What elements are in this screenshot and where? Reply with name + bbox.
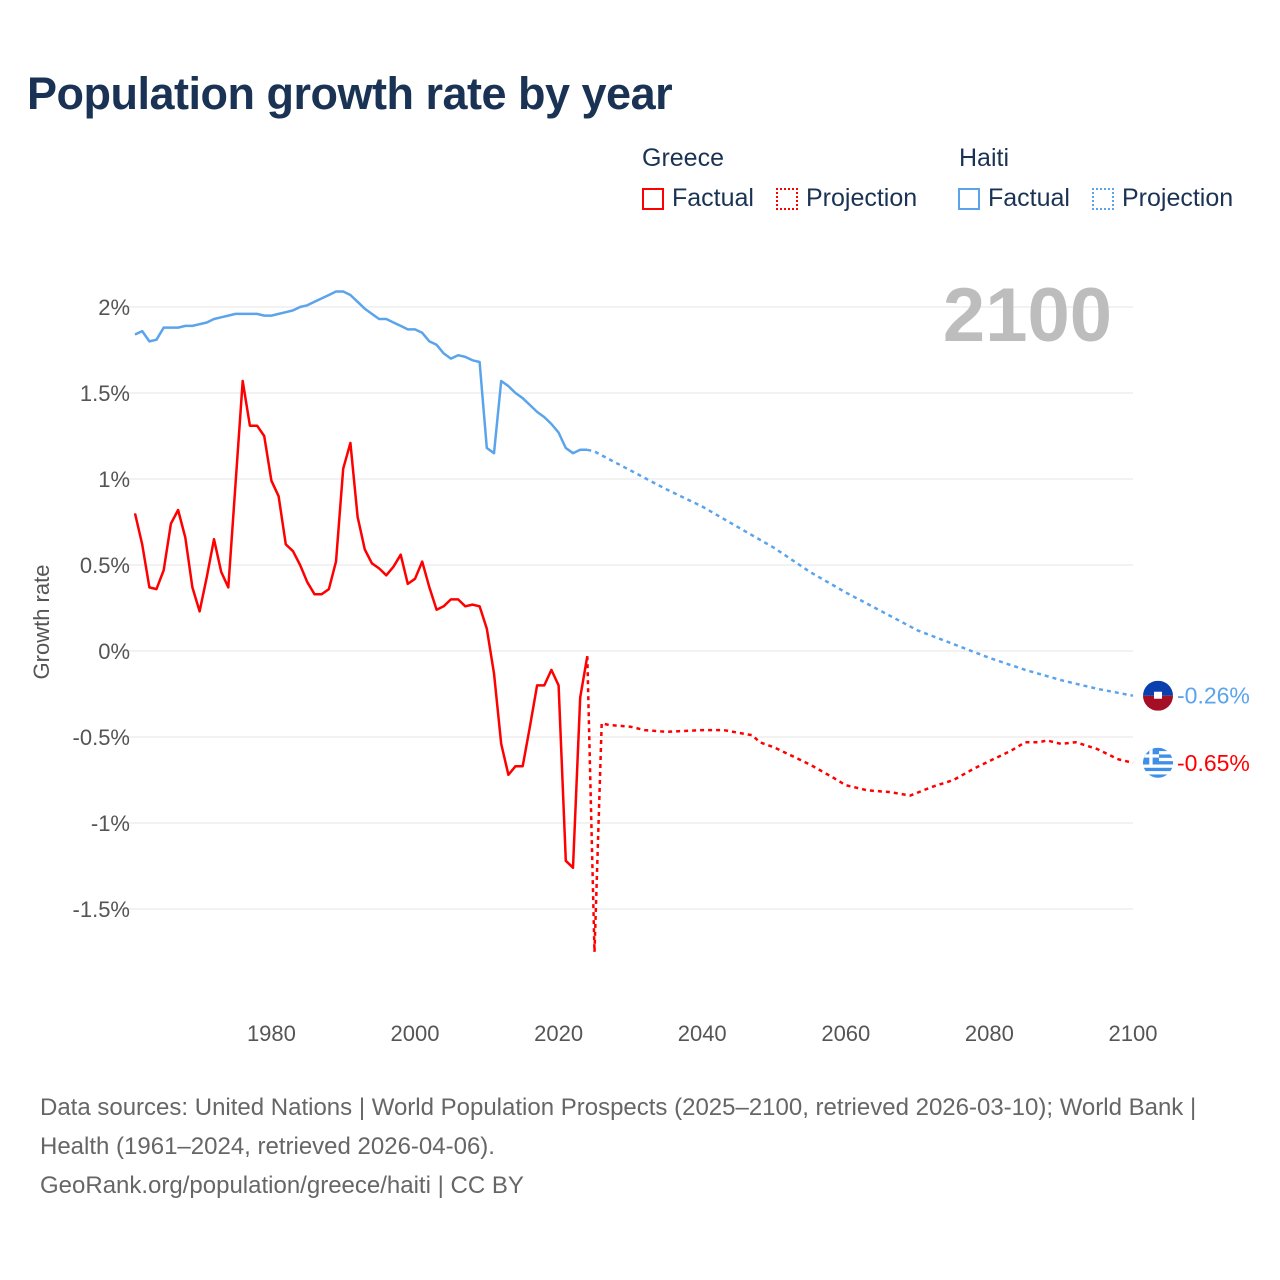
- legend-label: Projection: [1122, 184, 1234, 212]
- series-line-haiti-projection[interactable]: [587, 448, 1134, 697]
- series-line-greece-factual[interactable]: [133, 379, 589, 869]
- x-tick-label: 2020: [534, 1021, 583, 1046]
- legend-group-haiti: Haiti: [959, 144, 1010, 172]
- x-tick-label: 2080: [965, 1021, 1014, 1046]
- legend-label: Projection: [806, 184, 918, 212]
- legend-group-greece: Greece: [642, 144, 724, 172]
- legend-swatch-solid: [642, 187, 664, 210]
- x-tick-label: 1980: [247, 1021, 296, 1046]
- credit-link[interactable]: GeoRank.org/population/greece/haiti | CC…: [40, 1172, 524, 1199]
- y-tick-label: 0%: [98, 639, 130, 664]
- legend-haiti-projection[interactable]: Projection: [1092, 184, 1233, 213]
- y-tick-label: 2%: [98, 295, 130, 320]
- legend-greece-factual[interactable]: Factual: [642, 184, 754, 213]
- greece-flag-icon: [1143, 747, 1173, 778]
- series-line-greece-projection[interactable]: [586, 656, 1134, 954]
- x-tick-label: 2040: [678, 1021, 727, 1046]
- end-value-label-haiti: -0.26%: [1177, 683, 1250, 709]
- y-tick-label: 1.5%: [80, 381, 130, 406]
- legend-label: Factual: [672, 184, 754, 212]
- legend-swatch-dotted: [1092, 187, 1114, 210]
- current-year-display: 2100: [942, 273, 1112, 358]
- y-tick-label: 1%: [98, 467, 130, 492]
- x-tick-label: 2000: [391, 1021, 440, 1046]
- series-line-haiti-factual[interactable]: [134, 290, 588, 455]
- y-axis-label: Growth rate: [29, 564, 54, 680]
- x-tick-label: 2100: [1109, 1021, 1158, 1046]
- end-value-label-greece: -0.65%: [1177, 750, 1250, 776]
- x-tick-label: 2060: [821, 1021, 870, 1046]
- y-tick-label: -1%: [91, 811, 130, 836]
- legend-greece-projection[interactable]: Projection: [776, 184, 917, 213]
- legend-swatch-dotted: [776, 187, 798, 210]
- footer: Data sources: United Nations | World Pop…: [40, 1088, 1240, 1205]
- legend-haiti-factual[interactable]: Factual: [958, 184, 1070, 213]
- y-tick-label: 0.5%: [80, 553, 130, 578]
- chart-title: Population growth rate by year: [27, 68, 673, 119]
- haiti-flag-icon: [1143, 680, 1173, 711]
- legend-swatch-solid: [958, 187, 980, 210]
- y-tick-label: -1.5%: [73, 897, 130, 922]
- data-sources: Data sources: United Nations | World Pop…: [40, 1094, 1197, 1160]
- legend-label: Factual: [988, 184, 1070, 212]
- y-tick-label: -0.5%: [73, 725, 130, 750]
